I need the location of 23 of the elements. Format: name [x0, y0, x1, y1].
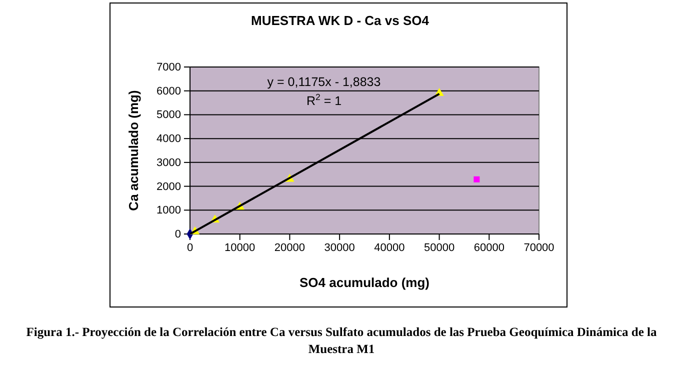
x-tick-label: 10000	[224, 242, 256, 254]
annotation: y = 0,1175x - 1,8833	[267, 75, 381, 89]
y-tick-label: 6000	[156, 85, 181, 98]
x-tick-label: 60000	[474, 242, 504, 254]
annotation: R$^{2}$ = 1	[306, 92, 342, 108]
y-tick-label: 2000	[156, 180, 181, 193]
x-axis-title: SO4 acumulado (mg)	[299, 275, 430, 290]
text: Figura 1.- Proyección de la Correlación entre Ca versus Sulfato acumulados de las Prueba Geoquímica Dinámica de la Muestra M1	[25, 324, 658, 358]
y-tick-label: 7000	[156, 62, 181, 74]
point	[474, 176, 480, 182]
y-tick-label: 3000	[156, 156, 181, 169]
y-tick-label: 1000	[156, 204, 181, 217]
x-tick-label: 50000	[424, 242, 455, 254]
y-tick-label: 0	[174, 228, 181, 241]
chart-title: MUESTRA WK D - Ca vs SO4	[251, 13, 430, 28]
y-tick-label: 5000	[156, 109, 181, 122]
x-tick-label: 70000	[524, 242, 554, 254]
x-tick-label: 20000	[274, 242, 306, 254]
x-tick-label: 30000	[324, 242, 355, 254]
x-tick-label: 0	[186, 242, 194, 254]
y-tick-label: 4000	[156, 133, 181, 146]
x-tick-label: 40000	[374, 242, 405, 254]
y-axis-title: Ca acumulado (mg)	[126, 90, 141, 211]
